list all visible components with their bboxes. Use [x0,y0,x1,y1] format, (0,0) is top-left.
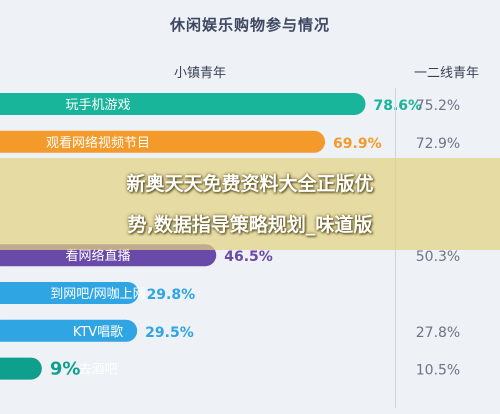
headline-overlay-band [0,158,500,250]
headline-line-2: 势,数据指导策略规划_味道版 [127,214,373,236]
value-label-big-city-4: 50.3% [416,249,460,265]
category-label-6: KTV唱歌 [73,325,123,340]
column-header-big-city: 一二线青年 [414,66,480,81]
value-label-big-city-0: 75.2% [416,98,460,114]
chart-title: 休闲娱乐购物参与情况 [169,16,330,34]
value-label-small-town-6: 29.5% [145,325,194,341]
value-label-big-city-1: 72.9% [416,136,460,152]
bar-small-town-6 [0,319,138,342]
column-header-small-town: 小镇青年 [174,66,227,81]
bar-small-town-0 [0,93,366,115]
category-label-4: 看网络直播 [65,248,130,264]
category-label-7: 去酒吧 [78,363,117,378]
value-label-big-city-7: 10.5% [416,363,460,379]
value-label-small-town-4: 46.5% [224,249,273,265]
value-label-small-town-0: 78.6% [373,98,422,114]
headline-line-1: 新奥天天免费资料大全正版优 [126,173,374,195]
bar-small-town-5 [0,282,139,304]
value-label-small-town-5: 29.8% [147,287,196,303]
category-label-5: 到网吧/网咖上网 [50,287,145,302]
category-label-0: 玩手机游戏 [65,98,130,113]
value-label-small-town-1: 69.9% [333,136,382,152]
value-label-big-city-6: 27.8% [416,325,460,341]
value-label-small-town-7: 9% [50,359,81,380]
bar-small-town-7 [0,357,42,380]
category-label-1: 观看网络视频节目 [46,135,150,151]
bar-small-town-1 [0,130,326,153]
